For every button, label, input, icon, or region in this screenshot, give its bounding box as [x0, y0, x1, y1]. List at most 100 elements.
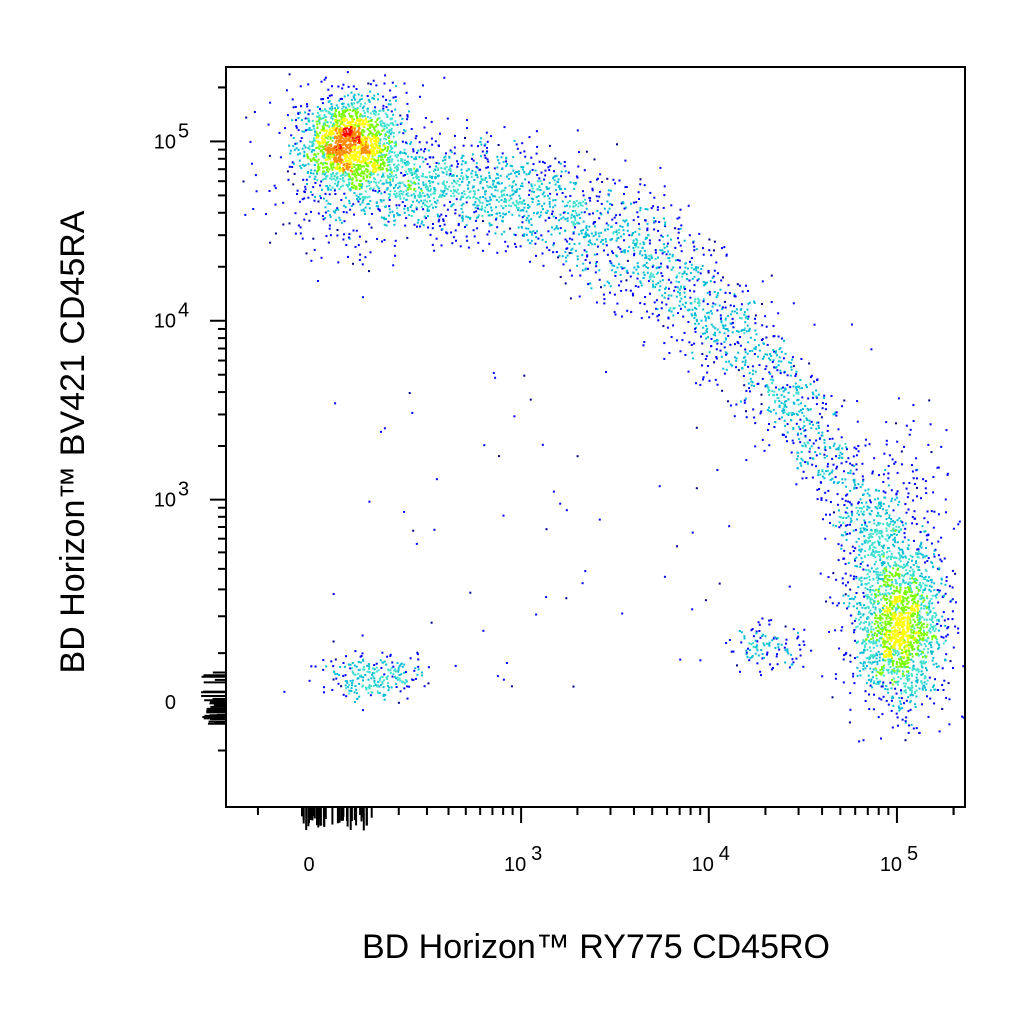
event-point: [872, 654, 875, 657]
event-point: [916, 604, 918, 607]
event-point: [591, 189, 594, 192]
event-point: [440, 213, 443, 216]
event-point: [342, 164, 345, 167]
event-point: [338, 128, 341, 131]
event-point: [375, 205, 378, 208]
event-point: [321, 149, 324, 152]
event-point: [335, 118, 338, 121]
event-point: [375, 111, 378, 114]
event-point: [367, 120, 370, 123]
event-point: [929, 623, 932, 626]
event-point: [312, 157, 315, 159]
event-point: [414, 677, 417, 680]
event-point: [369, 200, 372, 202]
event-point: [892, 519, 895, 522]
event-point: [386, 145, 389, 148]
event-point: [922, 651, 925, 654]
event-point: [328, 153, 331, 156]
event-point: [862, 662, 865, 665]
event-point: [898, 612, 901, 615]
event-point: [904, 612, 907, 615]
event-point: [336, 234, 339, 237]
event-point: [918, 583, 921, 586]
event-point: [889, 600, 892, 603]
event-point: [901, 675, 904, 678]
event-point: [899, 583, 902, 586]
event-point: [353, 102, 356, 105]
event-point: [752, 645, 755, 648]
event-point: [365, 179, 368, 182]
event-point: [362, 125, 365, 128]
event-point: [337, 208, 340, 211]
event-point: [924, 604, 927, 607]
event-point: [768, 644, 771, 647]
event-point: [379, 121, 382, 124]
event-point: [450, 231, 453, 234]
event-point: [881, 666, 884, 669]
event-point: [394, 194, 397, 197]
event-point: [925, 669, 928, 672]
event-point: [882, 571, 885, 574]
event-point: [388, 686, 390, 689]
event-point: [841, 453, 844, 455]
event-point: [679, 244, 682, 247]
event-point: [901, 621, 904, 624]
event-point: [342, 180, 345, 183]
event-point: [746, 352, 749, 355]
event-point: [339, 155, 342, 158]
event-point: [376, 151, 379, 154]
event-point: [890, 602, 892, 605]
event-point: [324, 206, 327, 209]
event-point: [890, 659, 893, 662]
event-point: [352, 108, 355, 111]
event-point: [371, 152, 374, 155]
event-point: [890, 583, 893, 586]
event-point: [529, 170, 532, 173]
event-point: [891, 497, 893, 500]
event-point: [358, 160, 361, 163]
event-point: [898, 627, 901, 630]
event-point: [500, 205, 503, 208]
event-point: [900, 697, 903, 700]
event-point: [892, 567, 895, 570]
event-point: [757, 654, 760, 657]
event-point: [321, 152, 324, 155]
event-point: [357, 165, 360, 168]
event-point: [890, 578, 893, 581]
event-point: [328, 148, 331, 151]
event-point: [811, 463, 814, 466]
event-point: [926, 510, 929, 513]
event-point: [368, 668, 371, 670]
event-point: [383, 660, 386, 663]
event-point: [434, 140, 437, 143]
event-point: [368, 161, 371, 164]
event-point: [855, 592, 858, 594]
event-point: [697, 322, 700, 325]
event-point: [366, 670, 369, 673]
event-point: [883, 655, 886, 658]
event-point: [326, 121, 329, 124]
event-point: [834, 411, 837, 414]
event-point: [911, 568, 914, 571]
event-point: [372, 150, 375, 152]
event-point: [350, 139, 353, 142]
event-point: [773, 390, 776, 393]
event-point: [623, 239, 625, 242]
event-point: [335, 104, 338, 107]
event-point: [880, 685, 883, 688]
event-point: [344, 684, 347, 687]
event-point: [358, 115, 361, 118]
event-point: [920, 541, 923, 544]
event-point: [328, 131, 331, 134]
event-point: [936, 567, 939, 570]
event-point: [360, 209, 363, 212]
event-point: [949, 660, 952, 663]
event-point: [757, 382, 760, 385]
event-point: [925, 492, 928, 495]
event-point: [661, 279, 664, 282]
event-point: [326, 154, 328, 157]
event-point: [873, 693, 875, 696]
event-point: [926, 695, 928, 698]
event-point: [868, 640, 871, 643]
event-point: [879, 593, 882, 596]
